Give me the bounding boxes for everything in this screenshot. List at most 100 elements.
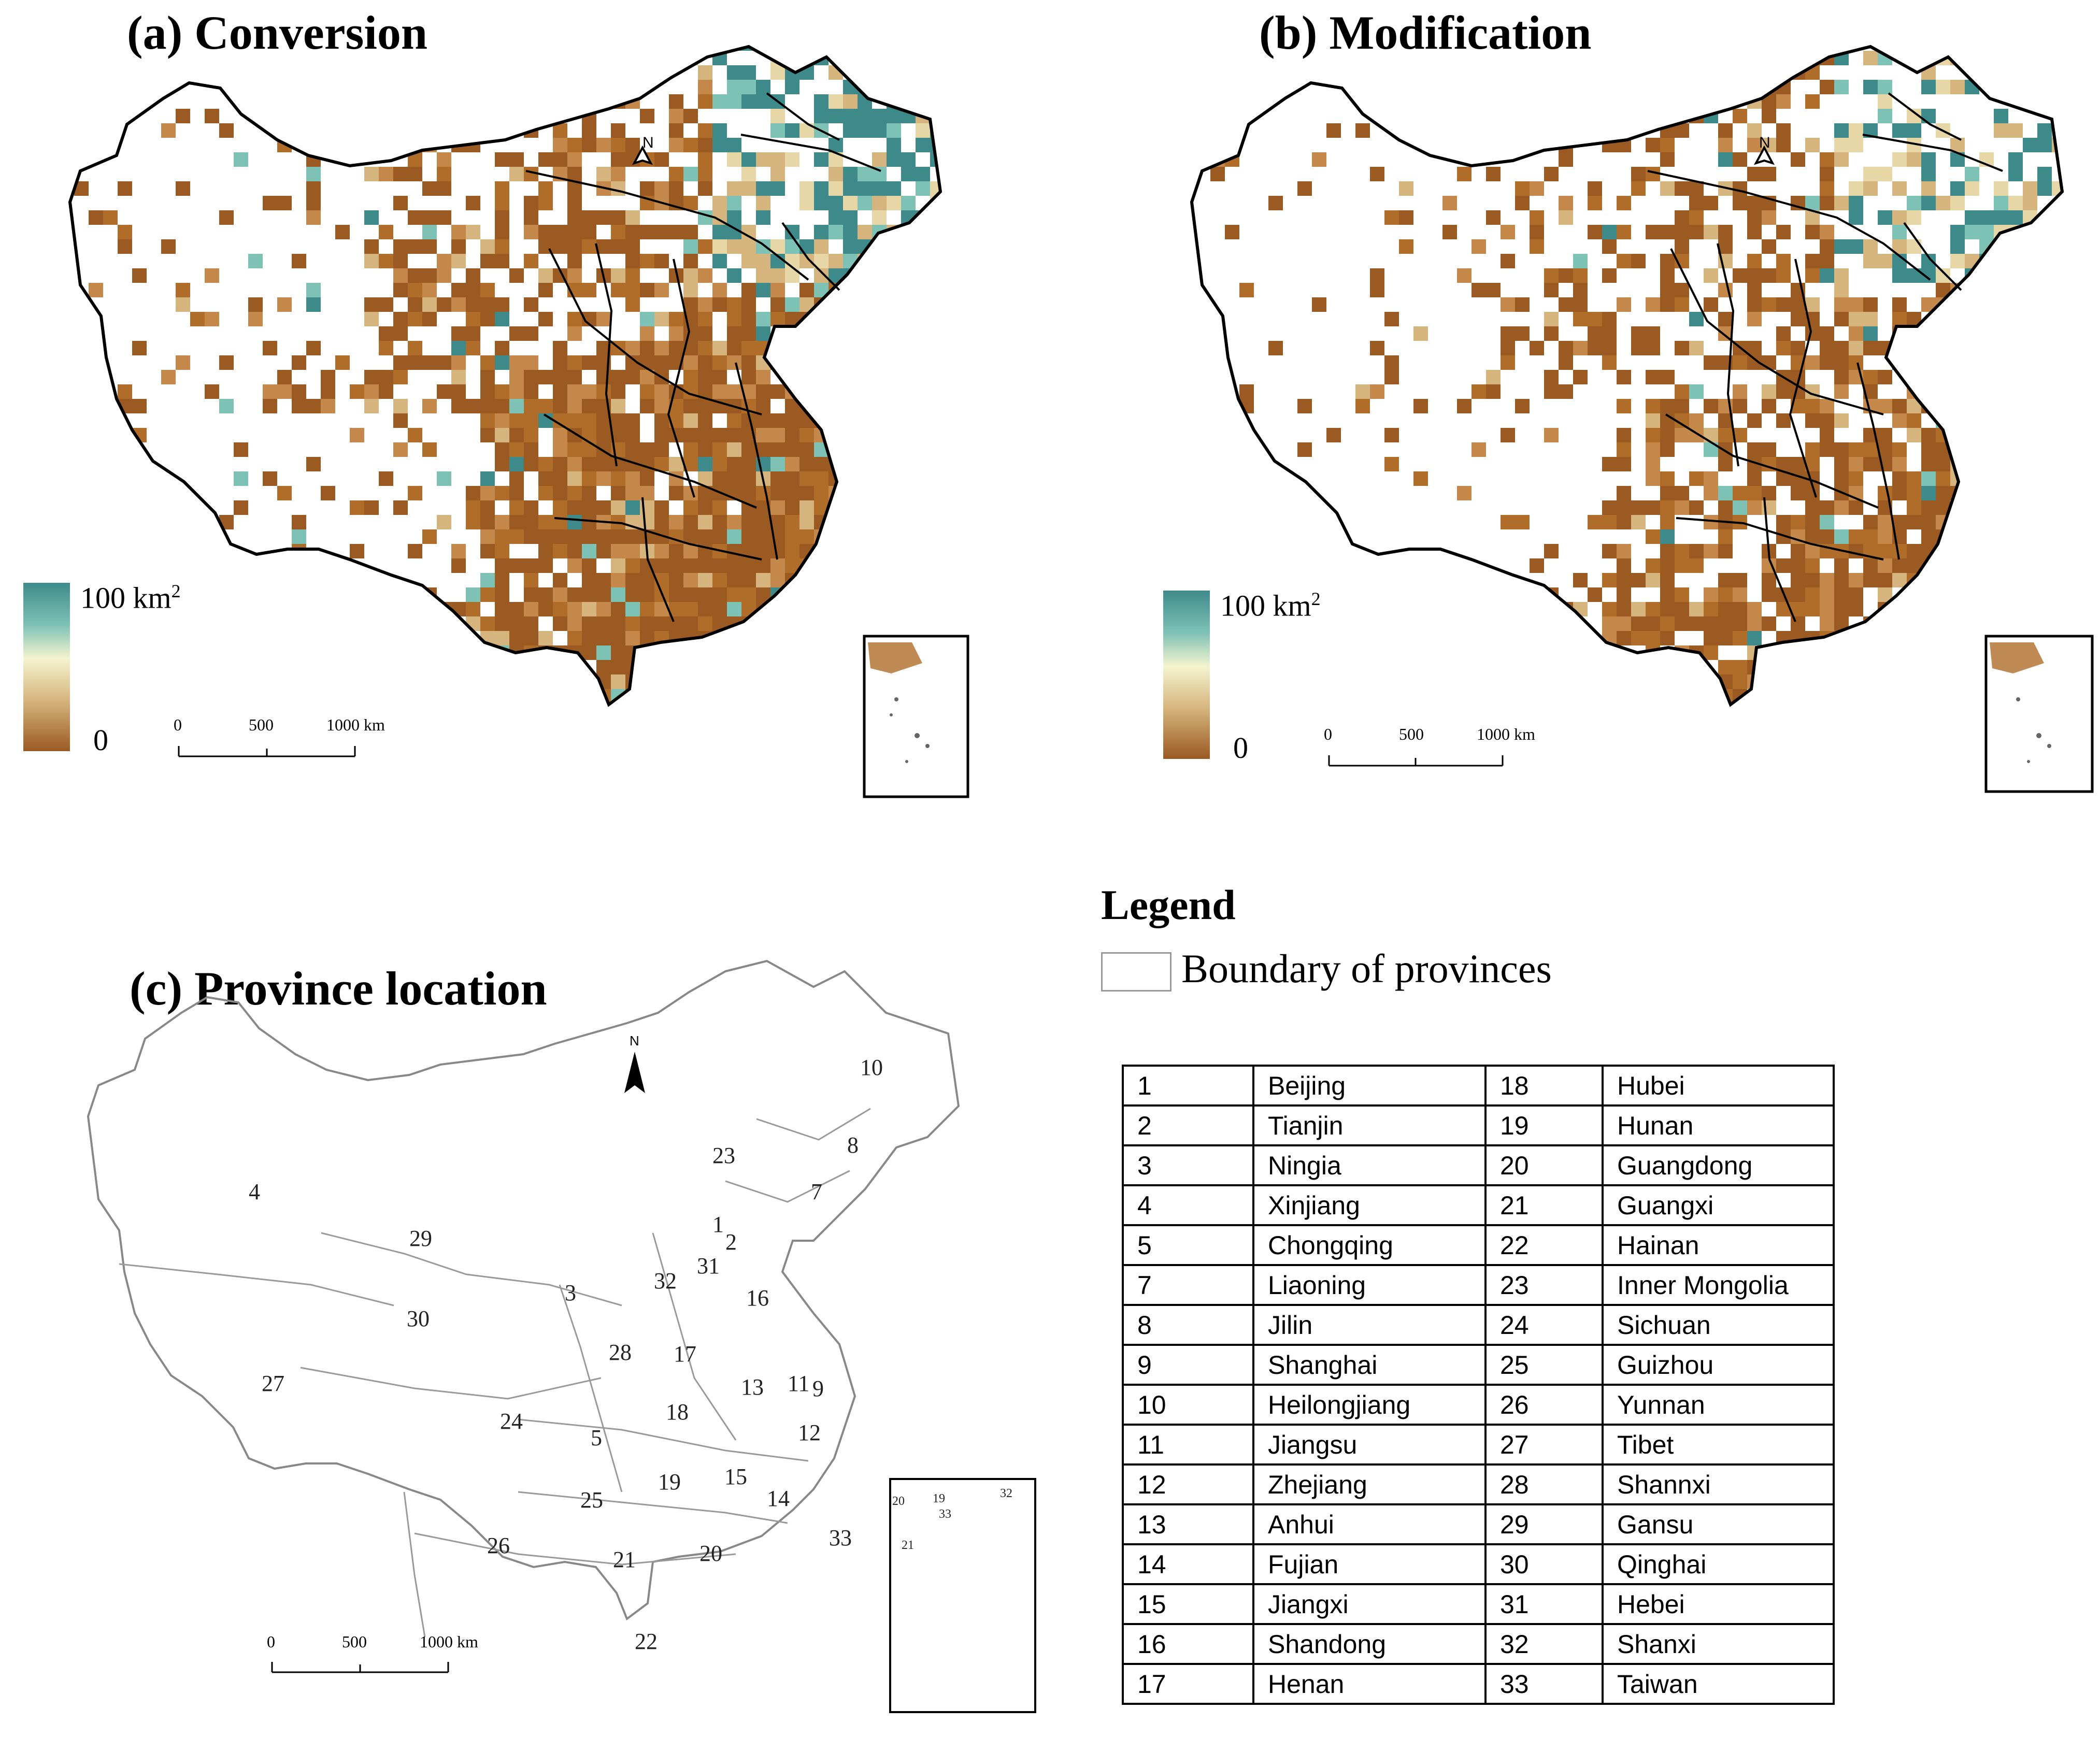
province-name-cell: Shanxi	[1602, 1623, 1835, 1665]
province-id-cell: 18	[1484, 1065, 1604, 1107]
province-id-cell: 10	[1122, 1384, 1254, 1426]
province-label-13: 13	[741, 1374, 764, 1400]
province-id-cell: 2	[1122, 1104, 1254, 1146]
province-name-cell: Hainan	[1602, 1224, 1835, 1266]
north-arrow-b-icon	[1753, 145, 1775, 165]
province-id-cell: 19	[1484, 1104, 1604, 1146]
province-label-28: 28	[609, 1340, 632, 1365]
province-name-cell: Yunnan	[1602, 1384, 1835, 1426]
table-row: 11 Jiangsu 27 Tibet	[1122, 1424, 1835, 1466]
province-label-27: 27	[262, 1371, 284, 1396]
province-table: 1 Beijing 18 Hubei 2 Tianjin 19 Hunan 3 Ningia 20 G…	[1122, 1065, 1835, 1705]
province-label-21: 21	[613, 1547, 636, 1572]
north-arrow-a-icon	[632, 145, 653, 165]
province-id-cell: 3	[1122, 1144, 1254, 1186]
province-label-14: 14	[767, 1486, 790, 1511]
province-label-17: 17	[674, 1341, 696, 1367]
north-label-c: N	[630, 1033, 639, 1049]
province-name-cell: Chongqing	[1252, 1224, 1487, 1266]
province-name-cell: Beijing	[1252, 1065, 1487, 1107]
inset-label-32: 32	[1000, 1487, 1012, 1500]
province-name-cell: Hunan	[1602, 1104, 1835, 1146]
province-label-24: 24	[500, 1409, 523, 1434]
province-label-32: 32	[654, 1268, 677, 1294]
province-boundaries-c	[119, 1108, 871, 1638]
colorbar-a-min-label: 0	[93, 723, 108, 757]
province-label-18: 18	[666, 1399, 689, 1425]
province-id-cell: 20	[1484, 1144, 1604, 1186]
panel-c-title: (c) Province location	[130, 962, 547, 1015]
north-arrow-c-icon	[624, 1052, 645, 1093]
province-id-cell: 27	[1484, 1424, 1604, 1466]
scale-b-500: 500	[1399, 725, 1424, 743]
table-row: 3 Ningia 20 Guangdong	[1122, 1144, 1835, 1186]
table-row: 12 Zhejiang 28 Shannxi	[1122, 1463, 1835, 1505]
province-name-cell: Jilin	[1252, 1304, 1487, 1346]
province-name-cell: Shandong	[1252, 1623, 1487, 1665]
scalebar-b	[1328, 755, 1504, 767]
province-label-33: 33	[829, 1525, 852, 1550]
province-label-16: 16	[746, 1285, 769, 1311]
scale-c-0: 0	[267, 1632, 275, 1651]
province-name-cell: Gansu	[1602, 1503, 1835, 1545]
province-name-cell: Jiangxi	[1252, 1583, 1487, 1625]
province-name-cell: Hubei	[1602, 1065, 1835, 1107]
province-id-cell: 8	[1122, 1304, 1254, 1346]
province-label-22: 22	[635, 1629, 658, 1654]
province-id-cell: 14	[1122, 1543, 1254, 1585]
province-name-cell: Sichuan	[1602, 1304, 1835, 1346]
north-label-a: N	[642, 134, 654, 151]
table-row: 15 Jiangxi 31 Hebei	[1122, 1583, 1835, 1625]
province-label-23: 23	[712, 1143, 735, 1168]
province-name-cell: Qinghai	[1602, 1543, 1835, 1585]
province-id-cell: 1	[1122, 1065, 1254, 1107]
scalebar-a	[178, 746, 356, 757]
province-label-4: 4	[249, 1179, 260, 1204]
table-row: 5 Chongqing 22 Hainan	[1122, 1224, 1835, 1266]
map-a: N 0 500 1000 km	[23, 36, 969, 798]
province-id-cell: 17	[1122, 1663, 1254, 1705]
scale-b-0: 0	[1324, 725, 1332, 743]
province-id-cell: 33	[1484, 1663, 1604, 1705]
province-name-cell: Zhejiang	[1252, 1463, 1487, 1505]
province-label-19: 19	[658, 1469, 681, 1495]
table-row: 4 Xinjiang 21 Guangxi	[1122, 1184, 1835, 1226]
province-id-cell: 9	[1122, 1344, 1254, 1386]
province-id-cell: 22	[1484, 1224, 1604, 1266]
table-row: 13 Anhui 29 Gansu	[1122, 1503, 1835, 1545]
inset-label-19: 19	[933, 1492, 945, 1505]
table-row: 8 Jilin 24 Sichuan	[1122, 1304, 1835, 1346]
province-id-cell: 16	[1122, 1623, 1254, 1665]
province-name-cell: Tianjin	[1252, 1104, 1487, 1146]
province-name-cell: Guizhou	[1602, 1344, 1835, 1386]
province-id-cell: 31	[1484, 1583, 1604, 1625]
province-label-11: 11	[788, 1371, 809, 1396]
province-name-cell: Shanghai	[1252, 1344, 1487, 1386]
province-name-cell: Guangxi	[1602, 1184, 1835, 1226]
province-id-cell: 12	[1122, 1463, 1254, 1505]
table-row: 10 Heilongjiang 26 Yunnan	[1122, 1384, 1835, 1426]
province-id-cell: 11	[1122, 1424, 1254, 1466]
province-label-7: 7	[811, 1179, 822, 1204]
north-label-b: N	[1759, 134, 1770, 151]
inset-label-21: 21	[902, 1539, 914, 1552]
legend-heading: Legend	[1101, 881, 1236, 928]
province-name-cell: Heilongjiang	[1252, 1384, 1487, 1426]
table-row: 1 Beijing 18 Hubei	[1122, 1065, 1835, 1107]
province-label-10: 10	[860, 1055, 883, 1080]
province-boundaries-b	[1647, 92, 2003, 622]
colorbar-a	[23, 583, 70, 751]
province-name-cell: Shannxi	[1602, 1463, 1835, 1505]
panel-a-title: (a) Conversion	[127, 6, 428, 59]
colorbar-b-min-label: 0	[1233, 731, 1248, 765]
province-id-cell: 26	[1484, 1384, 1604, 1426]
province-label-5: 5	[591, 1425, 602, 1451]
scalebar-c	[271, 1662, 449, 1673]
province-name-cell: Fujian	[1252, 1543, 1487, 1585]
province-label-31: 31	[697, 1253, 720, 1279]
province-name-cell: Guangdong	[1602, 1144, 1835, 1186]
province-name-cell: Jiangsu	[1252, 1424, 1487, 1466]
province-label-29: 29	[409, 1226, 432, 1251]
